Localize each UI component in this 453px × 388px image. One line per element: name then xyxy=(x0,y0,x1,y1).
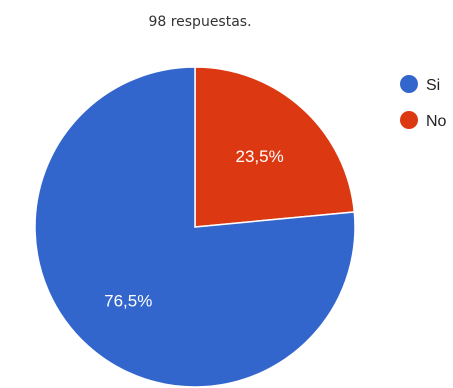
legend-label-si: Si xyxy=(426,77,440,94)
legend-label-no: No xyxy=(426,113,447,130)
legend-marker-si xyxy=(400,75,418,93)
pie-slice-no xyxy=(194,66,356,228)
slice-label-no: 23,5% xyxy=(236,147,284,166)
slice-label-si: 76,5% xyxy=(104,291,152,310)
pie-slice-labels: 23,5% 76,5% xyxy=(104,147,284,310)
response-count-subtitle: 98 respuestas. xyxy=(148,14,252,30)
pie-slice-si xyxy=(34,66,356,388)
chart-legend: Si No xyxy=(400,75,447,130)
pie-slices xyxy=(34,66,356,388)
legend-marker-no xyxy=(400,111,418,129)
